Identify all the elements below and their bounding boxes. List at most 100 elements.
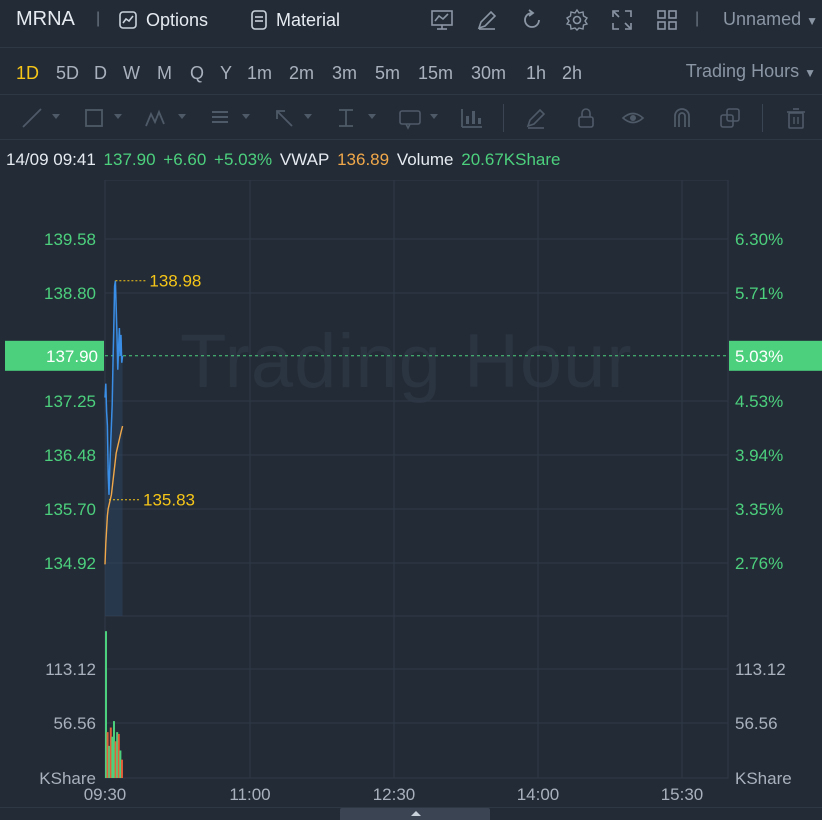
interval-q[interactable]: Q <box>190 63 205 83</box>
volume-bar <box>116 732 119 778</box>
label-icon[interactable] <box>398 106 422 130</box>
range-icon[interactable] <box>334 106 358 130</box>
volume-bar <box>114 741 117 778</box>
volume-bar <box>105 631 107 778</box>
visibility-eye-icon[interactable] <box>621 106 645 130</box>
toolbar-divider <box>762 104 763 132</box>
quote-change-pct: +5.03% <box>214 150 273 169</box>
material-label: Material <box>276 9 341 30</box>
options-chart-icon <box>119 11 137 29</box>
chevron-down-icon[interactable] <box>430 114 438 119</box>
indicator-icon[interactable] <box>460 106 484 130</box>
price-axis-tick-label: 135.70 <box>44 500 96 519</box>
trend-line-icon[interactable] <box>20 106 44 130</box>
brush-icon[interactable] <box>524 106 548 130</box>
current-pct-badge <box>729 340 822 371</box>
pct-axis-tick-label: 2.76% <box>735 554 783 573</box>
current-pct-label: 5.03% <box>735 347 783 366</box>
ticker-symbol[interactable]: MRNA <box>16 8 75 30</box>
high-marker-label: 138.98 <box>149 272 201 291</box>
volume-value: 20.67KShare <box>461 150 561 169</box>
layout-selector[interactable]: Unnamed ▼ <box>723 9 818 30</box>
chart-icon[interactable] <box>430 8 454 32</box>
options-button[interactable]: Options <box>118 8 208 32</box>
interval-15m[interactable]: 15m <box>418 63 454 83</box>
volume-bar <box>108 745 111 778</box>
top-toolbar: MRNA | Options Material | Unnamed ▼ <box>0 0 822 48</box>
divider: | <box>695 10 700 27</box>
volume-bar <box>109 727 112 778</box>
text-annotation-icon[interactable] <box>208 106 232 130</box>
pct-axis-tick-label: 6.30% <box>735 230 783 249</box>
chevron-down-icon: ▼ <box>806 14 818 28</box>
volume-axis-tick-label: 56.56 <box>735 714 778 733</box>
price-axis-tick-label: 137.25 <box>44 392 96 411</box>
refresh-icon[interactable] <box>520 8 544 32</box>
price-axis-tick-label: 139.58 <box>44 230 96 249</box>
price-chart[interactable]: 139.58 138.80 137.25 136.48 135.70 134.92 6.30… <box>0 180 822 808</box>
interval-2m[interactable]: 2m <box>289 63 315 83</box>
price-line <box>104 280 124 495</box>
interval-1d[interactable]: 1D <box>16 63 40 83</box>
rectangle-icon[interactable] <box>82 106 106 130</box>
interval-w[interactable]: W <box>123 63 140 83</box>
session-selector[interactable]: Trading Hours ▼ <box>686 61 816 82</box>
price-axis-tick-label: 136.48 <box>44 446 96 465</box>
time-axis-tick-label: 12:30 <box>373 785 416 804</box>
pct-axis-tick-label: 3.35% <box>735 500 783 519</box>
chevron-down-icon[interactable] <box>304 114 312 119</box>
trash-icon[interactable] <box>784 106 808 130</box>
panel-resize-handle[interactable] <box>340 808 490 820</box>
time-axis-tick-label: 15:30 <box>661 785 704 804</box>
interval-d[interactable]: D <box>94 63 107 83</box>
settings-icon[interactable] <box>565 8 589 32</box>
magnet-icon[interactable] <box>670 106 694 130</box>
quote-price: 137.90 <box>103 150 156 169</box>
time-axis-tick-label: 11:00 <box>229 785 270 804</box>
quote-change: +6.60 <box>163 150 207 169</box>
current-price-label: 137.90 <box>46 347 98 366</box>
interval-m[interactable]: M <box>157 63 172 83</box>
volume-axis-tick-label: 113.12 <box>45 660 96 679</box>
interval-3m[interactable]: 3m <box>332 63 358 83</box>
price-axis-tick-label: 138.80 <box>44 284 96 303</box>
chevron-up-icon <box>411 811 421 816</box>
vwap-line <box>104 425 124 565</box>
time-axis-tick-label: 09:30 <box>84 785 127 804</box>
volume-bar <box>112 721 115 778</box>
low-marker-label: 135.83 <box>143 491 195 510</box>
interval-y[interactable]: Y <box>220 63 233 83</box>
interval-1h[interactable]: 1h <box>526 63 547 83</box>
interval-5m[interactable]: 5m <box>375 63 401 83</box>
layout-grid-icon[interactable] <box>655 8 679 32</box>
quote-info-line: 14/09 09:41 137.90 +6.60 +5.03% VWAP 136… <box>6 150 564 170</box>
volume-bar <box>119 750 122 778</box>
volume-bar <box>117 733 120 778</box>
arrow-icon[interactable] <box>272 106 296 130</box>
vwap-label: VWAP <box>279 150 330 169</box>
pct-axis-tick-label: 3.94% <box>735 446 783 465</box>
volume-bar <box>111 736 114 778</box>
volume-bar <box>120 759 123 778</box>
interval-30m[interactable]: 30m <box>471 63 507 83</box>
chevron-down-icon[interactable] <box>368 114 376 119</box>
material-button[interactable]: Material <box>250 8 340 32</box>
plot-frame <box>104 180 729 779</box>
edit-icon[interactable] <box>475 8 499 32</box>
watermark: Trading Hour <box>180 319 633 404</box>
volume-axis-tick-label: 113.12 <box>735 660 786 679</box>
chevron-down-icon[interactable] <box>114 114 122 119</box>
quote-datetime: 14/09 09:41 <box>6 150 96 169</box>
interval-2h[interactable]: 2h <box>562 63 583 83</box>
lock-icon[interactable] <box>574 106 598 130</box>
chevron-down-icon[interactable] <box>52 114 60 119</box>
chevron-down-icon[interactable] <box>178 114 186 119</box>
interval-1m[interactable]: 1m <box>247 63 273 83</box>
interval-5d[interactable]: 5D <box>56 63 80 83</box>
toolbar-divider <box>503 104 504 132</box>
chevron-down-icon[interactable] <box>242 114 250 119</box>
pattern-icon[interactable] <box>144 106 168 130</box>
fullscreen-icon[interactable] <box>610 8 634 32</box>
layers-icon[interactable] <box>718 106 742 130</box>
session-label: Trading Hours <box>685 61 800 81</box>
